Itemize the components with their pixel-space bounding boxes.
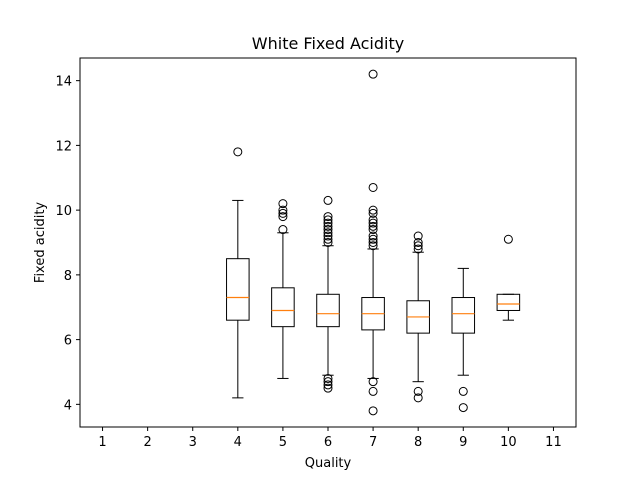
x-tick-label: 8 — [414, 435, 422, 450]
outlier-point — [458, 386, 468, 396]
y-tick-label: 4 — [64, 398, 72, 413]
outlier-point — [323, 377, 333, 387]
box-quality-7 — [361, 69, 385, 416]
y-tick-label: 6 — [64, 334, 72, 349]
outlier-point — [368, 218, 378, 228]
y-tick-label: 12 — [55, 139, 72, 154]
outlier-point — [368, 208, 378, 218]
iqr-box — [316, 293, 340, 328]
plot-area — [226, 69, 521, 416]
outlier-point — [323, 225, 333, 235]
outlier-point — [323, 218, 333, 228]
outlier-point — [413, 241, 423, 251]
outlier-point — [368, 377, 378, 387]
outlier-point — [323, 212, 333, 222]
x-tick-label: 1 — [98, 435, 106, 450]
outlier-point — [323, 380, 333, 390]
outlier-point — [323, 221, 333, 231]
iqr-box — [226, 258, 250, 321]
outlier-point — [413, 393, 423, 403]
box-quality-9 — [451, 267, 476, 413]
outlier-point — [413, 231, 423, 241]
x-tick-label: 11 — [545, 435, 562, 450]
outlier-point — [368, 241, 378, 251]
outlier-point — [368, 234, 378, 244]
outlier-point — [323, 215, 333, 225]
outlier-point — [323, 195, 333, 205]
x-axis-label: Quality — [305, 456, 352, 471]
outlier-point — [503, 234, 513, 244]
outlier-point — [368, 69, 378, 79]
x-tick-label: 3 — [189, 435, 197, 450]
outlier-point — [368, 182, 378, 192]
x-tick-label: 10 — [500, 435, 517, 450]
outlier-point — [278, 212, 288, 222]
outlier-point — [413, 386, 423, 396]
outlier-point — [368, 238, 378, 247]
outlier-point — [368, 215, 378, 225]
x-tick-label: 7 — [369, 435, 377, 450]
box-quality-6 — [316, 195, 340, 393]
outlier-point — [323, 373, 333, 383]
outlier-point — [278, 199, 288, 209]
x-tick-label: 9 — [459, 435, 467, 450]
box-quality-10 — [496, 234, 521, 321]
outlier-point — [458, 403, 468, 413]
outlier-point — [323, 383, 333, 393]
outlier-point — [413, 244, 423, 254]
iqr-box — [451, 297, 476, 334]
outlier-point — [368, 205, 378, 215]
outlier-point — [368, 225, 378, 235]
iqr-box — [496, 293, 521, 311]
outlier-point — [323, 234, 333, 244]
iqr-box — [271, 287, 295, 328]
box-quality-4 — [226, 147, 250, 399]
x-tick-label: 4 — [234, 435, 242, 450]
outlier-point — [413, 238, 423, 247]
x-axis: 1 2 3 4 5 6 7 8 9 10 11 — [98, 427, 562, 450]
outlier-point — [368, 406, 378, 416]
y-axis-label: Fixed acidity — [33, 202, 48, 284]
outlier-point — [278, 205, 288, 215]
outlier-point — [368, 386, 378, 396]
outlier-point — [278, 208, 288, 218]
box-quality-8 — [406, 231, 430, 403]
outlier-point — [368, 221, 378, 231]
x-tick-label: 6 — [324, 435, 332, 450]
box-quality-5 — [271, 199, 295, 379]
outlier-point — [323, 238, 333, 247]
outlier-point — [368, 231, 378, 241]
x-tick-label: 5 — [279, 435, 287, 450]
outlier-point — [233, 147, 243, 157]
x-tick-label: 2 — [143, 435, 151, 450]
y-axis: 4 6 8 10 12 14 — [55, 75, 80, 413]
chart-title: White Fixed Acidity — [252, 34, 404, 53]
outlier-point — [278, 225, 288, 235]
y-tick-label: 14 — [55, 75, 72, 90]
y-tick-label: 10 — [55, 204, 72, 219]
outlier-point — [323, 228, 333, 238]
y-tick-label: 8 — [64, 269, 72, 284]
outlier-point — [323, 231, 333, 241]
